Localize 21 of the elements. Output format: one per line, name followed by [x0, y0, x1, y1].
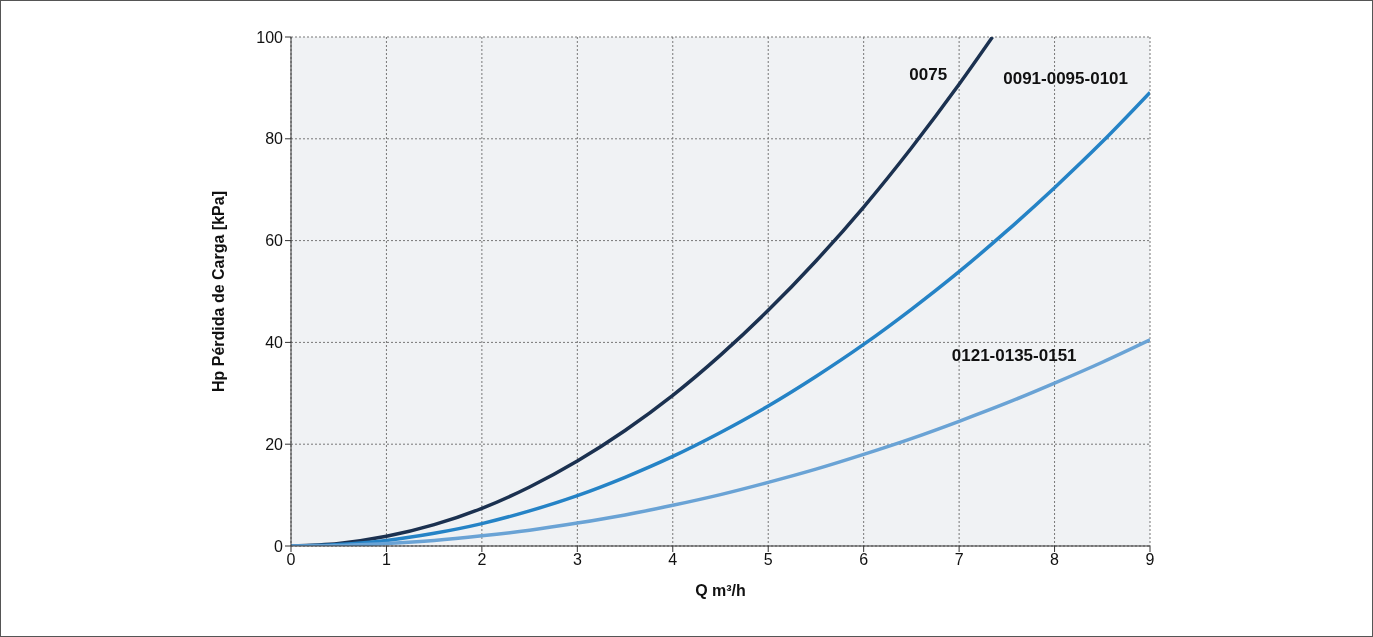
y-tick-label: 80 — [265, 130, 284, 148]
y-tick-label: 0 — [274, 537, 284, 555]
series-label: 0075 — [909, 65, 948, 85]
x-tick-label: 9 — [1145, 551, 1155, 569]
x-axis-title: Q m³/h — [695, 582, 746, 599]
series-label: 0121-0135-0151 — [951, 346, 1077, 366]
y-tick-label: 40 — [265, 334, 284, 352]
x-tick-label: 2 — [477, 551, 487, 569]
series-label: 0091-0095-0101 — [1003, 69, 1128, 89]
y-axis-title: Hp Pérdida de Carga [kPa] — [209, 191, 227, 392]
x-tick-label: 5 — [763, 551, 773, 569]
x-tick-label: 1 — [381, 551, 391, 569]
x-tick-label: 8 — [1050, 551, 1060, 569]
x-tick-label: 4 — [668, 551, 678, 569]
y-tick-label: 20 — [265, 435, 284, 453]
x-tick-label: 0 — [286, 551, 296, 569]
x-tick-label: 3 — [572, 551, 582, 569]
x-tick-label: 6 — [859, 551, 869, 569]
y-tick-label: 100 — [256, 28, 284, 46]
x-tick-label: 7 — [954, 551, 964, 569]
y-tick-label: 60 — [265, 232, 284, 250]
